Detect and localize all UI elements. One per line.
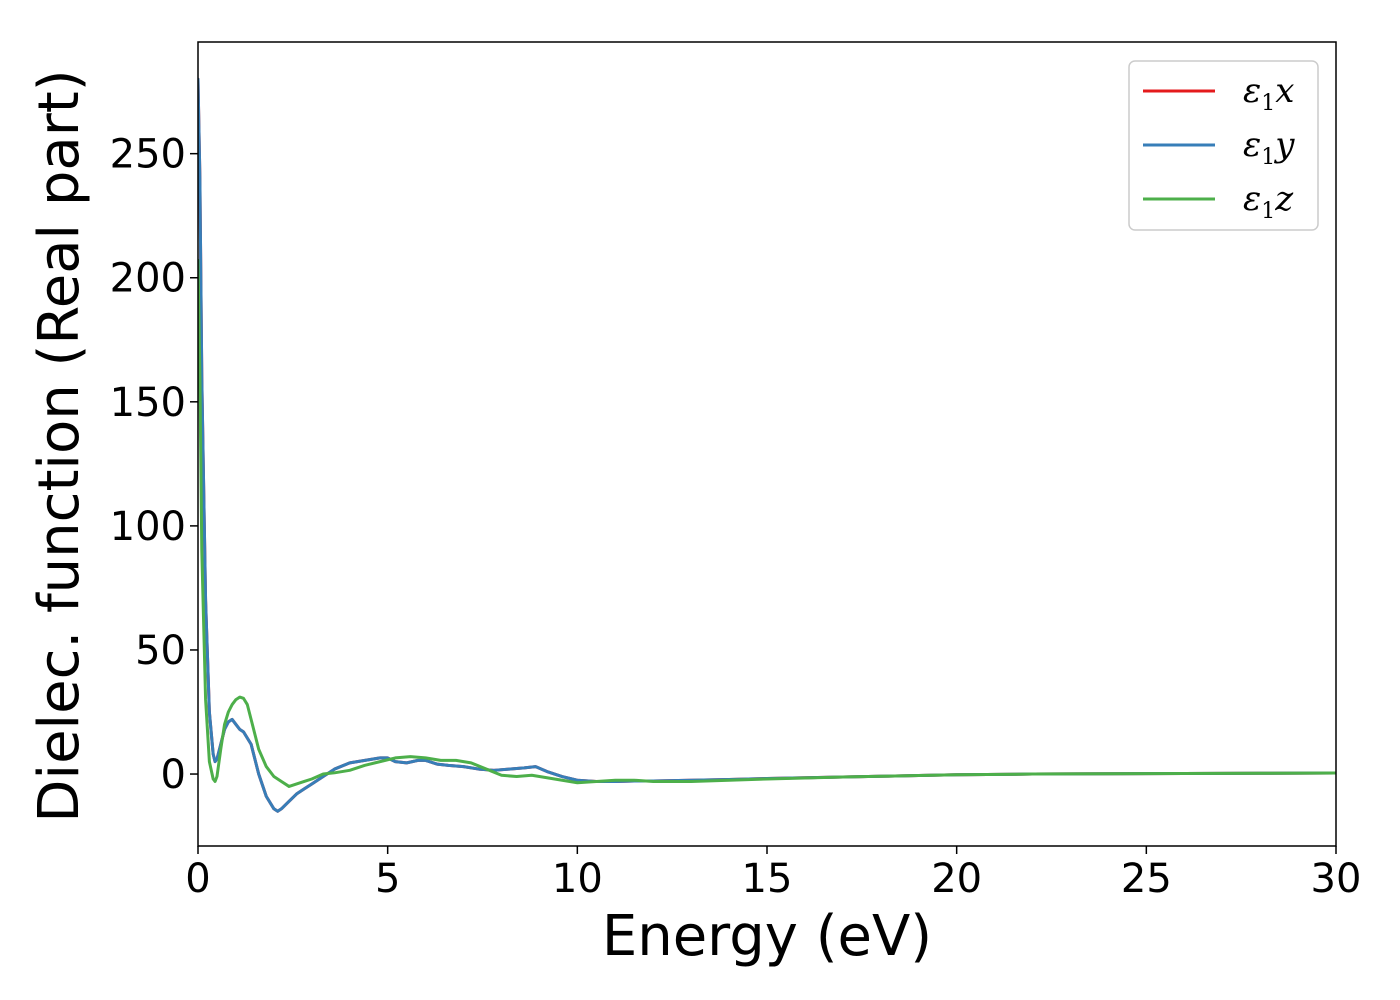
legend-box [1128, 60, 1319, 231]
legend-label: ε1z [1243, 179, 1294, 224]
legend: ε1x ε1y ε1z [1128, 60, 1319, 231]
x-tick-label: 10 [552, 856, 603, 902]
x-axis-ticks: 0 5 10 15 20 25 30 [185, 846, 1361, 902]
x-tick-label: 5 [375, 856, 400, 902]
y-tick-label: 200 [110, 256, 186, 302]
series-line-z [198, 258, 1336, 788]
x-tick-label: 25 [1121, 856, 1172, 902]
x-axis-label: Energy (eV) [602, 904, 932, 969]
legend-label: ε1y [1243, 125, 1295, 170]
legend-entry-z: ε1z [1143, 179, 1294, 224]
y-axis-label: Dielec. function (Real part) [27, 69, 92, 822]
y-tick-label: 100 [110, 504, 186, 550]
y-tick-label: 150 [110, 380, 186, 426]
legend-entry-x: ε1x [1143, 71, 1294, 116]
y-tick-label: 0 [161, 752, 186, 798]
x-tick-label: 30 [1311, 856, 1362, 902]
y-tick-label: 50 [135, 628, 186, 674]
x-tick-label: 0 [185, 856, 210, 902]
legend-entry-y: ε1y [1143, 125, 1295, 170]
y-tick-label: 250 [110, 132, 186, 178]
x-tick-label: 15 [742, 856, 793, 902]
y-axis-ticks: 0 50 100 150 200 250 [110, 132, 198, 798]
x-tick-label: 20 [931, 856, 982, 902]
series-layer [198, 77, 1336, 813]
legend-label: ε1x [1243, 71, 1294, 116]
